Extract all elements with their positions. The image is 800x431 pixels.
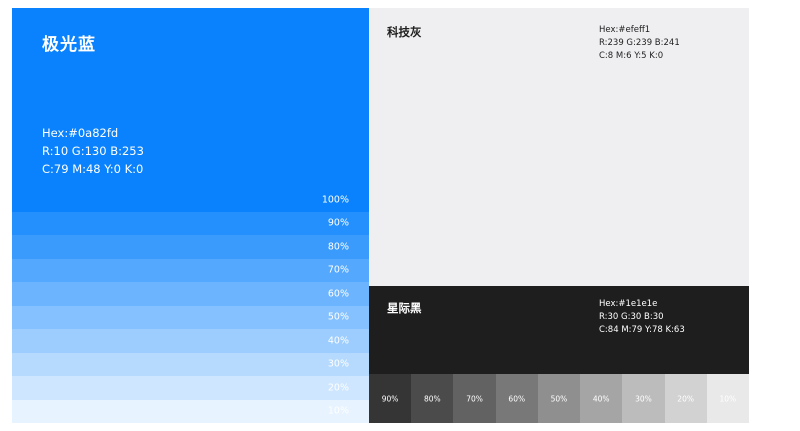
black-rgb: R:30 G:30 B:30 bbox=[599, 312, 664, 322]
blue-tint-row: 20% bbox=[12, 376, 369, 400]
black-tint-swatch: 60% bbox=[495, 374, 538, 423]
black-tint-swatch: 40% bbox=[580, 374, 623, 423]
blue-tint-row: 90% bbox=[12, 211, 369, 235]
black-tint-label: 20% bbox=[677, 394, 694, 403]
gray-cmyk: C:8 M:6 Y:5 K:0 bbox=[599, 51, 664, 61]
black-tint-label: 40% bbox=[592, 394, 610, 403]
blue-tint-row: 80% bbox=[12, 235, 369, 259]
black-tint-swatch: 30% bbox=[622, 374, 665, 423]
blue-color-specs: Hex:#0a82fd R:10 G:130 B:253 C:79 M:48 Y… bbox=[42, 124, 144, 178]
gray-hex: Hex:#efeff1 bbox=[599, 25, 651, 35]
blue-tint-label: 80% bbox=[327, 241, 349, 253]
blue-tint-label: 10% bbox=[327, 405, 349, 417]
blue-tint-label: 30% bbox=[327, 358, 349, 370]
blue-tint-label: 100% bbox=[321, 194, 349, 206]
blue-tint-label: 60% bbox=[327, 288, 349, 300]
black-color-specs: Hex:#1e1e1e R:30 G:30 B:30 C:84 M:79 Y:7… bbox=[599, 298, 685, 337]
blue-tint-row: 40% bbox=[12, 329, 369, 353]
black-tint-scale: 90% 80% 70% 60% 50% 40% 30% 20% 10% bbox=[369, 374, 749, 423]
blue-tint-row: 100% bbox=[12, 188, 369, 212]
blue-tint-row: 60% bbox=[12, 282, 369, 306]
black-tint-label: 80% bbox=[423, 394, 441, 403]
blue-tint-label: 50% bbox=[327, 311, 349, 323]
blue-tint-label: 20% bbox=[327, 382, 349, 394]
blue-tint-scale: 100% 90% 80% 70% 60% 50% 40% 30% 20% 10% bbox=[12, 188, 369, 423]
gray-rgb: R:239 G:239 B:241 bbox=[599, 38, 680, 48]
gray-color-specs: Hex:#efeff1 R:239 G:239 B:241 C:8 M:6 Y:… bbox=[599, 24, 680, 63]
black-color-name: 星际黑 bbox=[387, 301, 422, 315]
blue-color-name: 极光蓝 bbox=[42, 35, 96, 55]
blue-main-swatch: 极光蓝 Hex:#0a82fd R:10 G:130 B:253 C:79 M:… bbox=[12, 8, 369, 203]
blue-tint-row: 70% bbox=[12, 258, 369, 282]
black-tint-swatch: 10% bbox=[706, 374, 749, 423]
gray-color-name: 科技灰 bbox=[387, 25, 422, 39]
blue-tint-row: 30% bbox=[12, 352, 369, 376]
blue-cmyk: C:79 M:48 Y:0 K:0 bbox=[42, 162, 144, 176]
black-color-panel: 星际黑 Hex:#1e1e1e R:30 G:30 B:30 C:84 M:79… bbox=[369, 286, 749, 374]
blue-tint-row: 50% bbox=[12, 305, 369, 329]
blue-tint-label: 70% bbox=[327, 264, 349, 276]
blue-color-panel: 极光蓝 Hex:#0a82fd R:10 G:130 B:253 C:79 M:… bbox=[12, 8, 369, 423]
black-tint-label: 70% bbox=[466, 394, 483, 403]
black-tint-label: 30% bbox=[635, 394, 652, 403]
black-tint-label: 10% bbox=[719, 394, 737, 403]
black-tint-label: 60% bbox=[508, 394, 526, 403]
black-cmyk: C:84 M:79 Y:78 K:63 bbox=[599, 325, 685, 335]
black-tint-swatch: 70% bbox=[453, 374, 496, 423]
blue-tint-label: 40% bbox=[327, 335, 349, 347]
black-hex: Hex:#1e1e1e bbox=[599, 299, 658, 309]
blue-rgb: R:10 G:130 B:253 bbox=[42, 144, 144, 158]
black-tint-swatch: 50% bbox=[537, 374, 581, 423]
black-tint-swatch: 80% bbox=[411, 374, 454, 423]
black-tint-swatch: 20% bbox=[664, 374, 707, 423]
black-tint-swatch: 90% bbox=[369, 374, 412, 423]
blue-hex: Hex:#0a82fd bbox=[42, 126, 119, 140]
black-tint-label: 50% bbox=[550, 394, 568, 403]
blue-tint-row: 10% bbox=[12, 399, 369, 423]
blue-tint-label: 90% bbox=[327, 217, 349, 229]
black-tint-label: 90% bbox=[381, 394, 399, 403]
gray-color-panel: 科技灰 Hex:#efeff1 R:239 G:239 B:241 C:8 M:… bbox=[369, 8, 749, 286]
